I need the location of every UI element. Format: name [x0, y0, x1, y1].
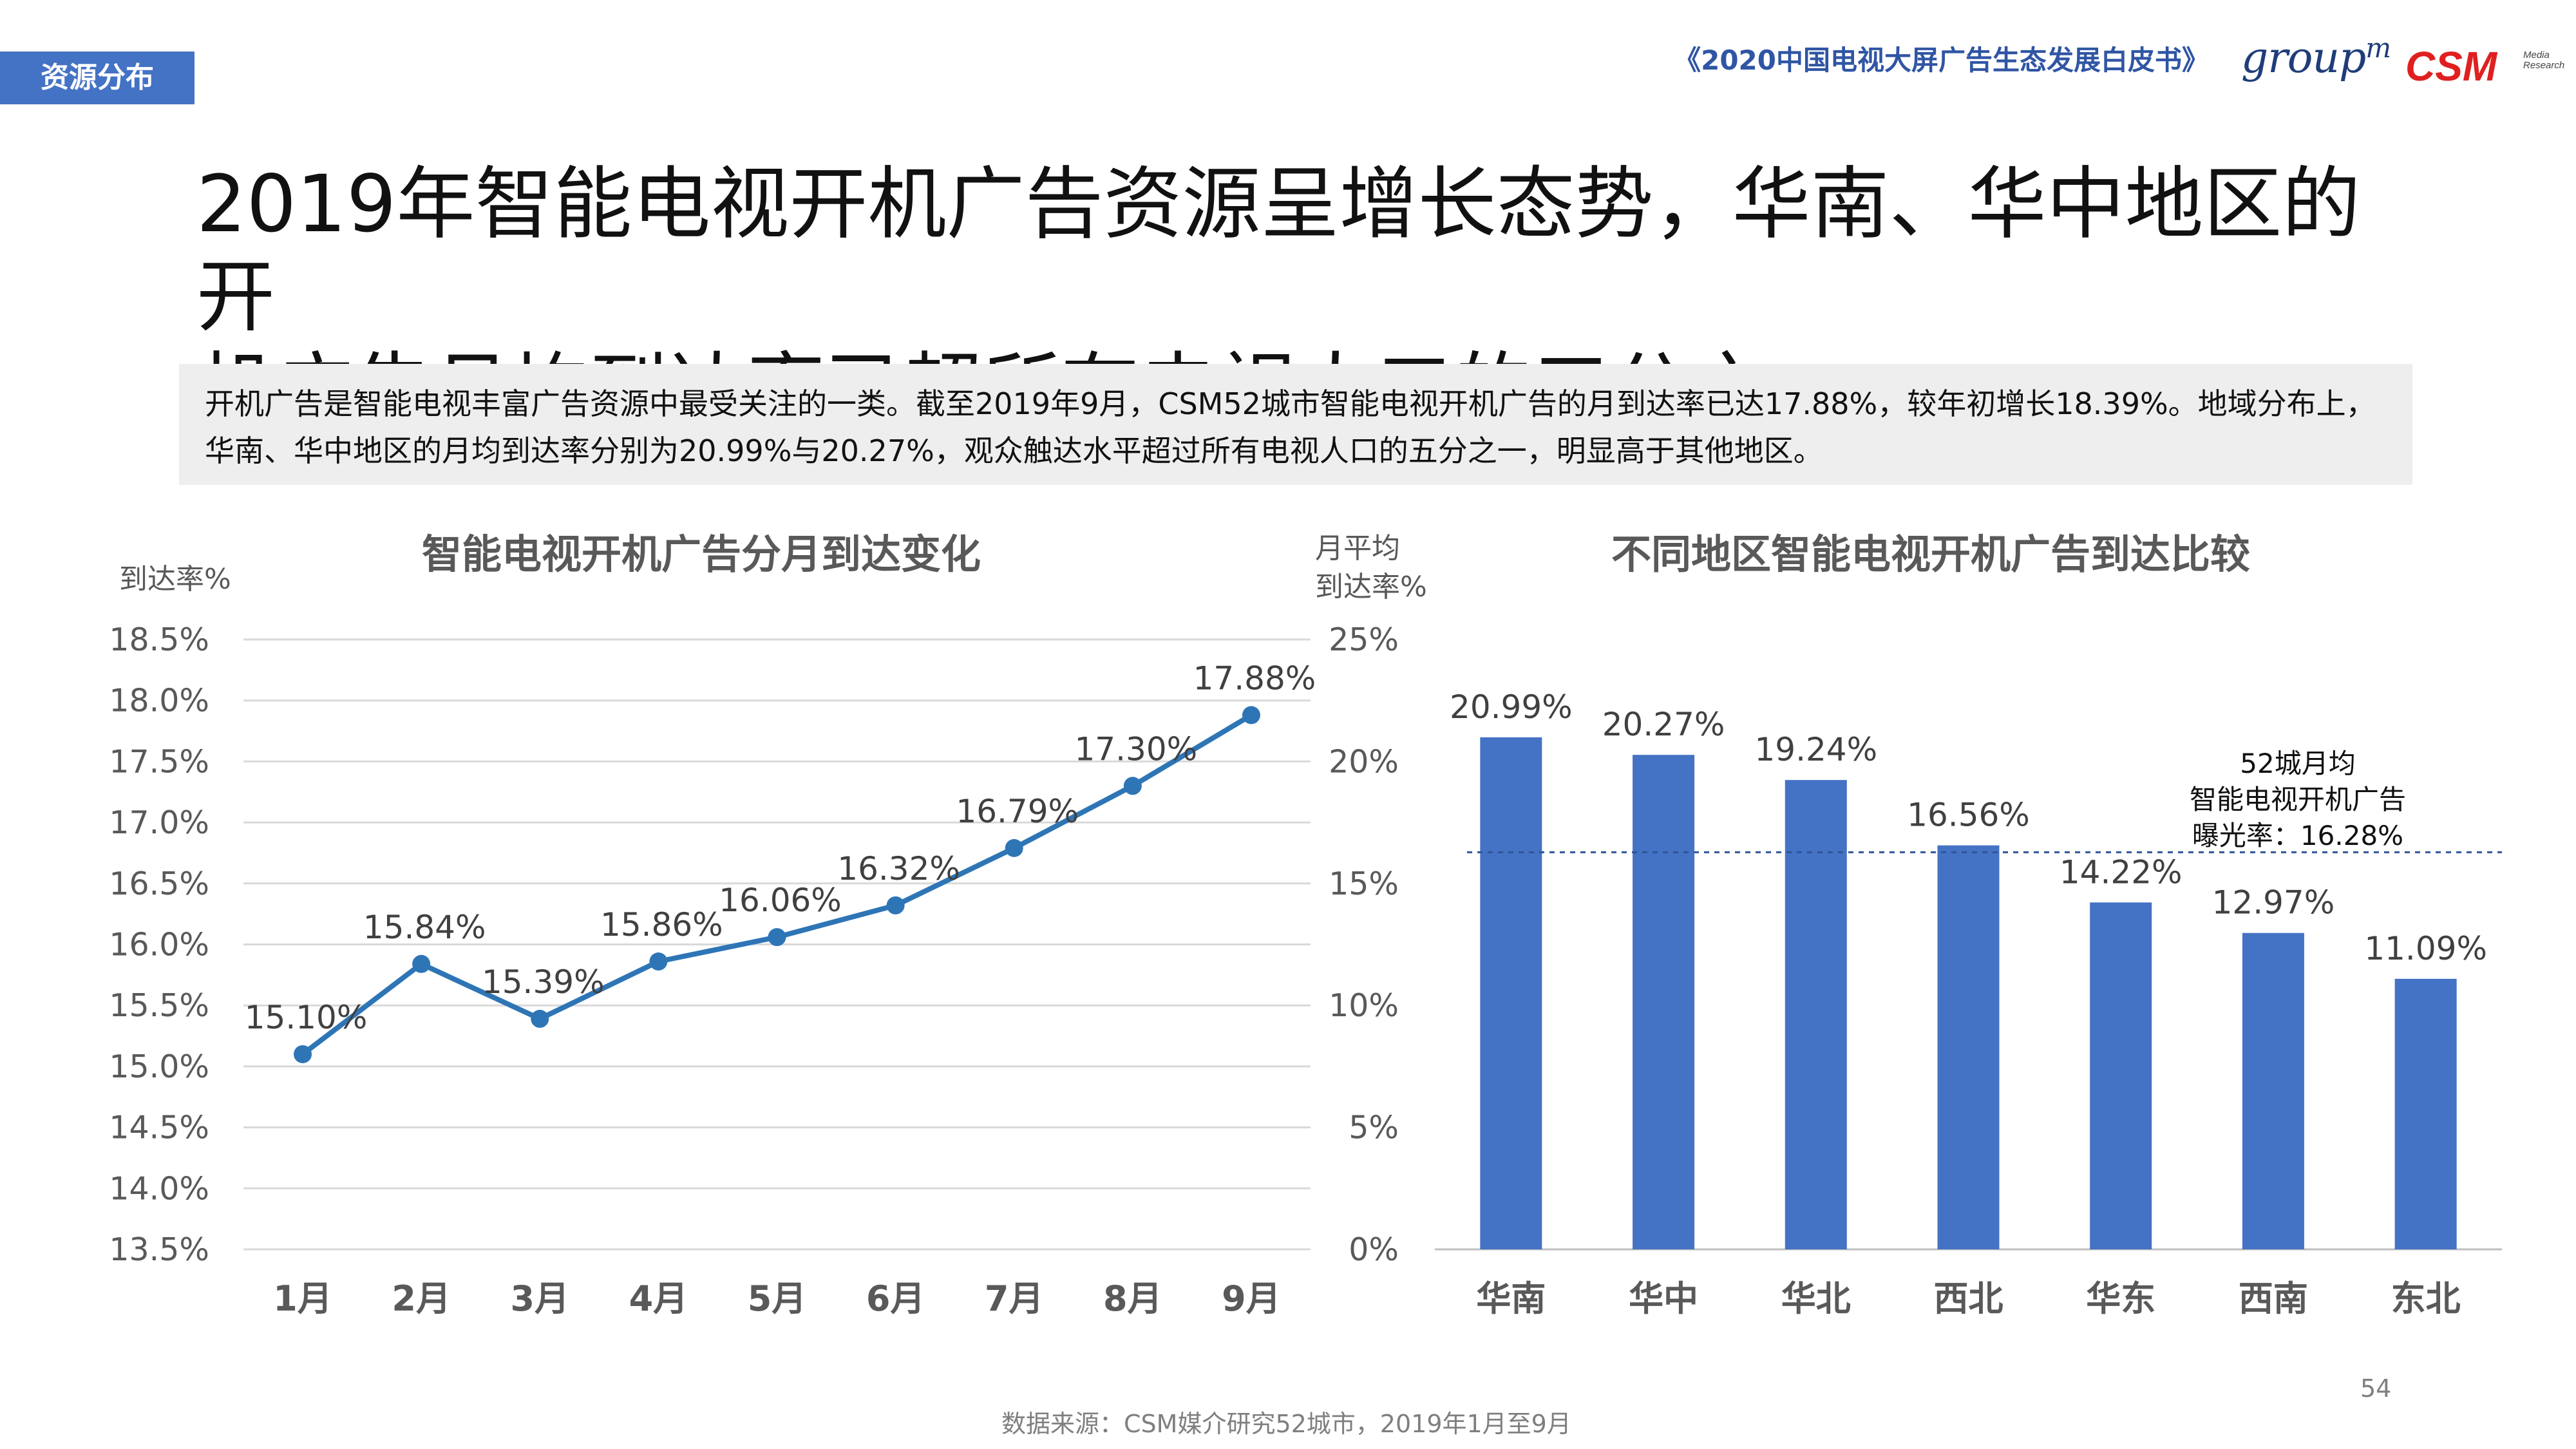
line-chart-x-tick-label: 7月: [985, 1278, 1044, 1319]
report-title: 《2020中国电视大屏广告生态发展白皮书》: [1674, 44, 2209, 76]
line-chart-point: [1005, 838, 1023, 857]
groupm-logo-text: group: [2241, 33, 2366, 82]
reference-line-label: 52城月均 智能电视开机广告 曝光率：16.28%: [2190, 746, 2406, 854]
csm-logo-subtitle: Media Research: [2523, 50, 2564, 71]
bar-chart-data-label: 19.24%: [1754, 731, 1877, 768]
line-chart-data-label: 15.10%: [245, 999, 368, 1036]
bar-chart-bar: [1937, 845, 2000, 1249]
bar-chart-x-tick-label: 华南: [1476, 1278, 1546, 1319]
bar-chart-bar: [2394, 978, 2457, 1249]
bar-chart-y-tick-label: 10%: [1329, 987, 1399, 1024]
line-chart-x-tick-label: 5月: [748, 1278, 807, 1319]
bar-chart-data-label: 14.22%: [2060, 853, 2183, 891]
line-chart-data-label: 17.88%: [1193, 659, 1316, 697]
bar-chart-data-label: 16.56%: [1907, 797, 2030, 834]
line-chart-x-tick-label: 9月: [1222, 1278, 1281, 1319]
line-chart-point: [531, 1010, 549, 1028]
bar-chart-bar: [1633, 755, 1695, 1249]
line-chart-point: [412, 954, 431, 973]
bar-chart-y-tick-label: 15%: [1329, 866, 1399, 902]
line-chart-point: [886, 896, 905, 914]
line-chart-y-tick-label: 17.0%: [109, 804, 209, 841]
bar-chart-data-label: 20.99%: [1450, 688, 1573, 726]
bar-chart-y-tick-label: 25%: [1329, 621, 1399, 658]
line-chart-x-tick-label: 3月: [510, 1278, 569, 1319]
line-chart-y-tick-label: 16.0%: [109, 927, 209, 963]
csm-logo-sub-2: Research: [2523, 60, 2565, 71]
line-chart-y-tick-label: 14.0%: [109, 1170, 209, 1207]
bar-chart-bar: [1480, 737, 1542, 1249]
line-chart-data-label: 15.84%: [363, 909, 486, 946]
data-source: 数据来源：CSM媒介研究52城市，2019年1月至9月: [1001, 1410, 1571, 1438]
line-chart-data-label: 16.32%: [837, 850, 960, 887]
line-chart-data-label: 15.86%: [600, 906, 723, 943]
bar-chart-x-tick-label: 西南: [2239, 1278, 2308, 1319]
headline-line-1: 2019年智能电视开机广告资源呈增长态势，华南、华中地区的开: [196, 158, 2361, 343]
line-chart-title: 智能电视开机广告分月到达变化: [422, 531, 981, 578]
line-chart-data-label: 16.79%: [956, 793, 1079, 830]
bar-chart-data-label: 20.27%: [1602, 706, 1725, 743]
groupm-logo: groupm: [2241, 32, 2391, 82]
line-chart-x-tick-label: 8月: [1103, 1278, 1162, 1319]
line-chart-x-tick-label: 4月: [629, 1278, 688, 1319]
bar-chart-bar: [2242, 933, 2304, 1249]
csm-logo: CSM: [2405, 43, 2497, 90]
bar-chart-bar: [1785, 780, 1847, 1249]
bar-chart-data-label: 11.09%: [2364, 930, 2487, 967]
line-chart-y-tick-label: 13.5%: [109, 1231, 209, 1268]
csm-logo-sub-1: Media: [2523, 50, 2550, 61]
bar-chart-bar: [2090, 902, 2152, 1249]
line-chart-data-label: 16.06%: [719, 882, 842, 919]
groupm-logo-sup: m: [2365, 32, 2391, 64]
line-chart-data-label: 15.39%: [482, 963, 605, 1001]
line-chart-y-unit: 到达率%: [119, 563, 231, 596]
bar-chart-title: 不同地区智能电视开机广告到达比较: [1611, 531, 2251, 578]
line-chart-y-tick-label: 18.0%: [109, 683, 209, 719]
bar-chart-y-tick-label: 20%: [1329, 743, 1399, 780]
line-chart-point: [768, 928, 786, 947]
section-tag: 资源分布: [0, 52, 194, 104]
line-chart-point: [649, 952, 668, 971]
line-chart-x-tick-label: 2月: [392, 1278, 451, 1319]
line-chart-y-tick-label: 14.5%: [109, 1110, 209, 1146]
page-number: 54: [2360, 1374, 2392, 1403]
reference-label-line-2: 智能电视开机广告: [2190, 784, 2407, 815]
bar-chart-y-unit: 月平均 到达率%: [1315, 529, 1427, 607]
line-chart-y-tick-label: 18.5%: [109, 621, 209, 658]
line-chart-data-label: 17.30%: [1075, 730, 1198, 768]
line-chart-y-tick-label: 16.5%: [109, 866, 209, 902]
bar-chart-x-tick-label: 华东: [2086, 1278, 2155, 1319]
reference-label-line-3: 曝光率：16.28%: [2192, 820, 2404, 851]
line-chart-point: [294, 1045, 312, 1063]
bar-chart-x-tick-label: 华中: [1629, 1278, 1698, 1319]
bar-chart-y-unit-line-1: 月平均: [1315, 532, 1400, 565]
bar-chart-x-tick-label: 西北: [1934, 1278, 2003, 1319]
reference-label-line-1: 52城月均: [2240, 748, 2356, 779]
bar-chart-y-unit-line-2: 到达率%: [1315, 571, 1427, 603]
line-chart-point: [1123, 777, 1142, 795]
bar-chart-y-tick-label: 0%: [1349, 1231, 1399, 1268]
summary-box: 开机广告是智能电视丰富广告资源中最受关注的一类。截至2019年9月，CSM52城…: [179, 364, 2412, 485]
bar-chart-x-tick-label: 华北: [1781, 1278, 1851, 1319]
bar-chart-x-tick-label: 东北: [2391, 1278, 2461, 1319]
line-chart-y-tick-label: 17.5%: [109, 743, 209, 780]
line-chart-x-tick-label: 1月: [273, 1278, 332, 1319]
line-chart-point: [1242, 706, 1260, 724]
line-chart-y-tick-label: 15.5%: [109, 987, 209, 1024]
bar-chart-data-label: 12.97%: [2212, 884, 2335, 922]
bar-chart-y-tick-label: 5%: [1349, 1110, 1399, 1146]
line-chart-x-tick-label: 6月: [866, 1278, 925, 1319]
line-chart-y-tick-label: 15.0%: [109, 1048, 209, 1085]
